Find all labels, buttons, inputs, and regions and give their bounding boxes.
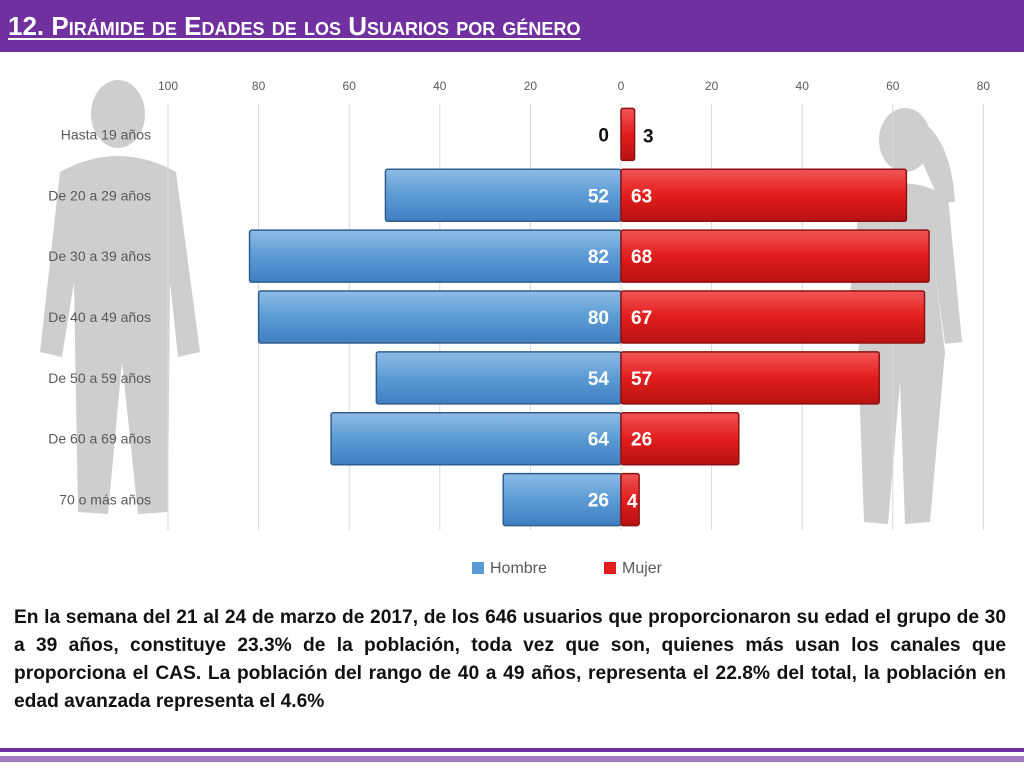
category-label: 70 o más años <box>59 492 151 508</box>
data-label-mujer: 4 <box>627 492 638 513</box>
x-tick-label: 20 <box>524 79 538 93</box>
footer-band <box>0 748 1024 768</box>
bar-mujer <box>620 290 926 344</box>
male-silhouette <box>40 80 200 514</box>
data-label-hombre: 26 <box>588 491 609 512</box>
page-title: 12. Pirámide de Edades de los Usuarios p… <box>0 0 1024 52</box>
x-tick-label: 80 <box>252 79 266 93</box>
x-tick-label: 40 <box>433 79 447 93</box>
data-label-mujer: 26 <box>631 430 652 451</box>
data-label-mujer: 57 <box>631 369 652 390</box>
x-tick-label: 40 <box>796 79 810 93</box>
legend-swatch-mujer <box>604 562 616 574</box>
category-label: De 60 a 69 años <box>48 431 151 447</box>
category-label: De 30 a 39 años <box>48 248 151 264</box>
legend-label-hombre: Hombre <box>490 560 547 577</box>
data-label-mujer: 67 <box>631 308 652 329</box>
category-label: Hasta 19 años <box>61 126 151 142</box>
data-label-hombre: 0 <box>598 125 609 146</box>
bar-mujer <box>620 351 880 405</box>
legend-label-mujer: Mujer <box>622 560 663 577</box>
bar-hombre <box>330 411 622 466</box>
data-label-hombre: 82 <box>588 247 609 268</box>
category-label: De 50 a 59 años <box>48 370 151 386</box>
bar-mujer <box>620 229 930 283</box>
data-label-hombre: 64 <box>588 430 610 451</box>
bar-hombre <box>248 229 622 283</box>
bar-mujer <box>620 411 740 466</box>
data-label-hombre: 52 <box>588 186 609 207</box>
x-tick-label: 0 <box>618 79 625 93</box>
category-label: De 20 a 29 años <box>48 187 151 203</box>
x-tick-label: 100 <box>158 79 178 93</box>
category-label: De 40 a 49 años <box>48 309 151 325</box>
bar-hombre <box>257 290 622 344</box>
data-label-mujer: 68 <box>631 247 652 268</box>
summary-text: En la semana del 21 al 24 de marzo de 20… <box>14 607 1006 712</box>
x-tick-label: 60 <box>343 79 357 93</box>
bar-mujer <box>620 168 908 223</box>
legend-swatch-hombre <box>472 562 484 574</box>
data-label-hombre: 80 <box>588 308 609 329</box>
data-label-hombre: 54 <box>588 369 610 390</box>
bar-mujer <box>620 107 636 162</box>
data-label-mujer: 63 <box>631 186 652 207</box>
x-tick-label: 80 <box>977 79 991 93</box>
bar-mujer <box>620 472 640 527</box>
x-tick-label: 20 <box>705 79 719 93</box>
x-tick-label: 60 <box>886 79 900 93</box>
bar-hombre <box>384 168 622 223</box>
data-label-mujer: 3 <box>643 126 654 147</box>
bar-hombre <box>375 351 622 405</box>
